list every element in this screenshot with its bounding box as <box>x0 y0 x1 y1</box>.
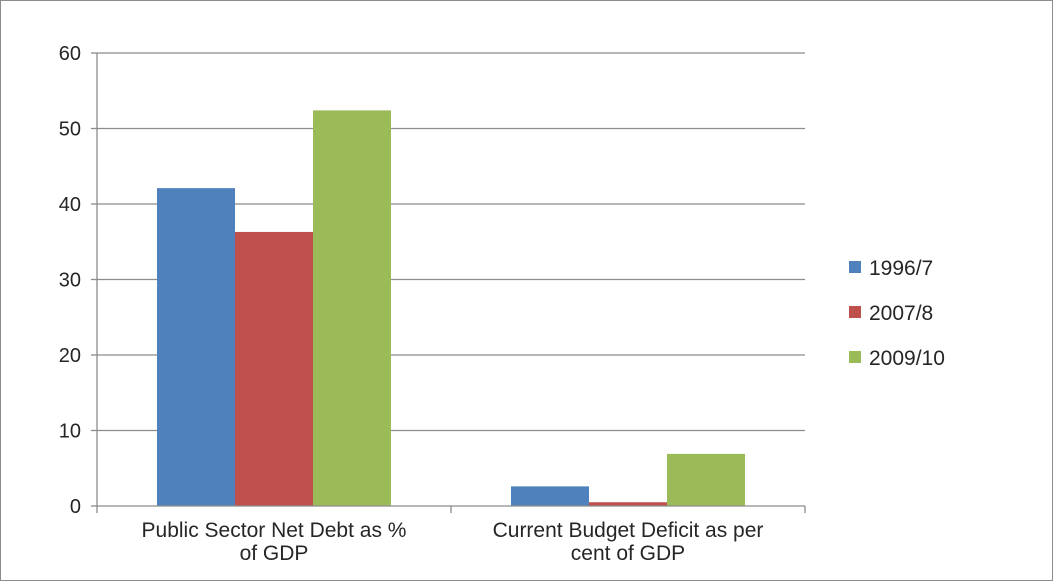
y-tick-label: 50 <box>59 119 81 141</box>
legend-swatch <box>849 351 861 363</box>
y-tick-label: 60 <box>59 43 81 65</box>
y-tick-label: 10 <box>59 421 81 443</box>
bar-2009-10-1 <box>667 453 745 506</box>
legend-label: 2009/10 <box>869 347 945 370</box>
y-tick-label: 0 <box>70 496 81 518</box>
x-category-label: Public Sector Net Debt as % <box>142 519 407 542</box>
legend-swatch <box>849 261 861 273</box>
bar-1996-7-0 <box>157 188 235 506</box>
bar-1996-7-1 <box>511 486 589 506</box>
axes: Public Sector Net Debt as %of GDP Current… <box>96 53 806 565</box>
x-category-label: cent of GDP <box>571 542 685 565</box>
bar-2007-8-1 <box>589 502 667 506</box>
bar-2009-10-0 <box>313 110 391 506</box>
legend-swatch <box>849 306 861 318</box>
bars <box>157 110 745 506</box>
y-tick-label: 40 <box>59 194 81 216</box>
legend-label: 2007/8 <box>869 302 933 325</box>
legend-label: 1996/7 <box>869 257 933 280</box>
legend: 1996/7 2007/8 2009/10 <box>849 257 945 370</box>
y-tick-label: 30 <box>59 270 81 292</box>
x-category-label: Current Budget Deficit as per <box>493 519 764 542</box>
y-tick-label: 20 <box>59 345 81 367</box>
bar-2007-8-0 <box>235 231 313 506</box>
x-category-label: of GDP <box>240 542 309 565</box>
